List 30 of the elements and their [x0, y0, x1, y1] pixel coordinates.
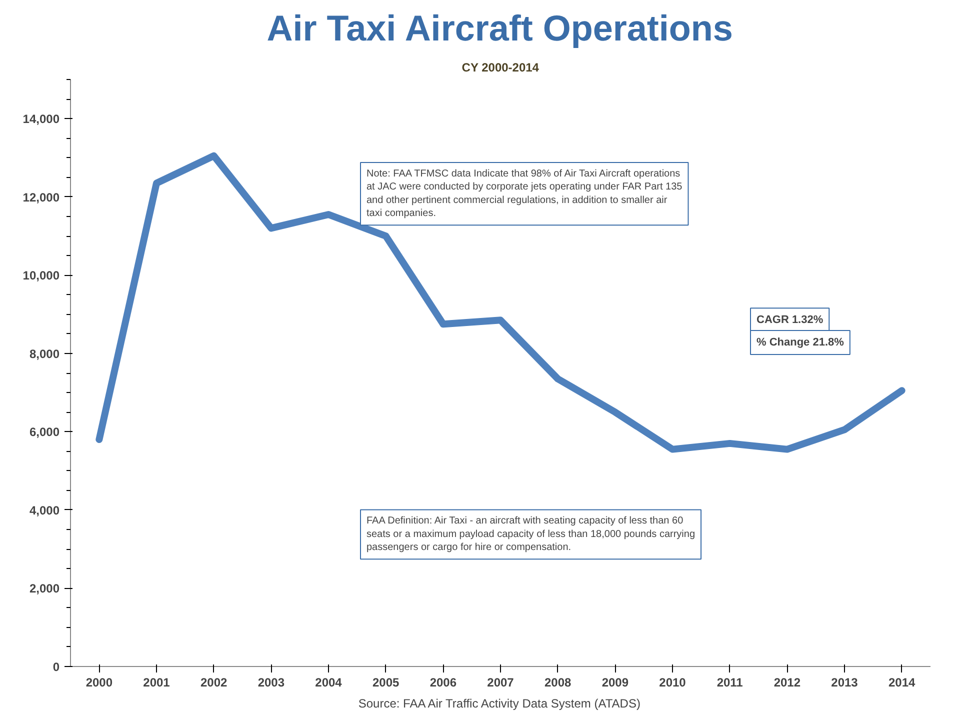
chart-subtitle: CY 2000-2014: [462, 60, 540, 74]
y-tick-label: 8,000: [29, 346, 60, 361]
annotation: % Change 21.8%: [756, 336, 844, 348]
x-tick-label: 2001: [143, 676, 170, 690]
x-tick-label: 2011: [716, 676, 744, 690]
annotation: FAA Definition: Air Taxi - an aircraft with seating capacity of less than 60 seats or a maximum payload capacity of less than 18,000 pounds carrying passengers or cargo for hire or compensation.: [366, 516, 696, 554]
x-tick-label: 2009: [602, 676, 629, 690]
annotation: CAGR 1.32%: [756, 314, 824, 326]
y-tick-label: 2,000: [29, 582, 60, 596]
y-tick-label: 12,000: [22, 190, 60, 204]
x-tick-label: 2010: [659, 676, 686, 690]
x-tick-label: 2005: [372, 676, 400, 690]
y-tick-label: 14,000: [22, 112, 60, 126]
x-tick-label: 2006: [430, 676, 457, 690]
y-tick-label: 0: [52, 660, 60, 674]
x-tick-label: 2007: [487, 676, 514, 690]
x-tick-label: 2004: [315, 676, 342, 690]
source-note: Source: FAA Air Traffic Activity Data System (ATADS): [358, 696, 640, 710]
x-tick-label: 2012: [774, 676, 801, 690]
x-tick-label: 2002: [200, 676, 228, 690]
x-tick-label: 2014: [888, 676, 916, 690]
y-tick-label: 10,000: [22, 268, 60, 283]
chart-title: Air Taxi Aircraft Operations: [266, 8, 733, 48]
x-tick-label: 2003: [258, 676, 285, 690]
annotation: Note: FAA TFMSC data Indicate that 98% of Air Taxi Aircraft operations at JAC were conducted by corporate jets operating under FAR Part 135 and other pertinent commercial regulations, in addition to smaller air taxi companies.: [366, 168, 683, 220]
y-tick-label: 4,000: [29, 503, 60, 518]
x-tick-label: 2008: [544, 676, 572, 690]
x-tick-label: 2000: [86, 676, 113, 690]
x-tick-label: 2013: [831, 676, 858, 690]
y-tick-label: 6,000: [29, 425, 60, 440]
